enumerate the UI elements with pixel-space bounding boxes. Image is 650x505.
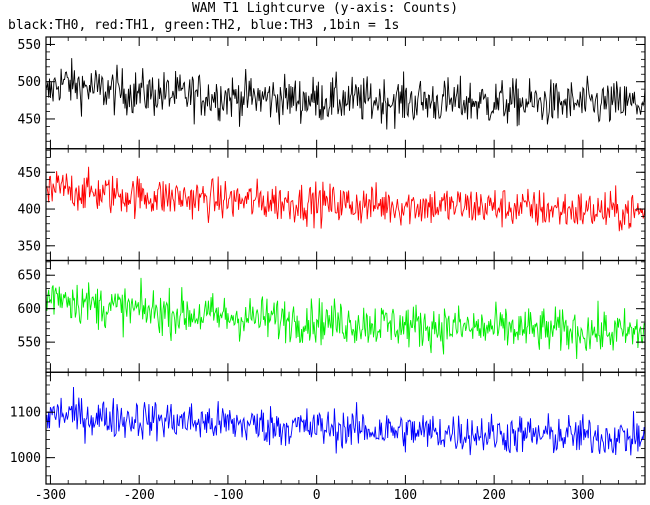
y-tick-label: 650 xyxy=(18,269,41,284)
x-tick-label: -100 xyxy=(212,488,243,503)
y-tick-label: 500 xyxy=(18,75,41,90)
x-tick-label: 200 xyxy=(482,488,505,503)
y-tick-label: 550 xyxy=(18,336,41,351)
series-line-th2 xyxy=(46,277,645,360)
y-tick-label: 450 xyxy=(18,166,41,181)
chart-title: WAM T1 Lightcurve (y-axis: Counts) xyxy=(191,1,459,16)
y-tick-label: 550 xyxy=(18,38,41,53)
series-line-th0 xyxy=(46,58,645,130)
x-tick-label: -200 xyxy=(124,488,155,503)
y-tick-label: 1000 xyxy=(10,451,41,466)
series-line-th1 xyxy=(46,166,645,232)
y-tick-label: 450 xyxy=(18,112,41,127)
y-tick-label: 350 xyxy=(18,239,41,254)
y-tick-label: 400 xyxy=(18,203,41,218)
chart-subtitle: black:TH0, red:TH1, green:TH2, blue:TH3 … xyxy=(8,18,400,33)
x-tick-label: 300 xyxy=(571,488,594,503)
x-tick-label: 0 xyxy=(313,488,321,503)
x-tick-label: -300 xyxy=(35,488,66,503)
series-line-th3 xyxy=(46,386,645,456)
x-tick-label: 100 xyxy=(394,488,417,503)
y-tick-label: 600 xyxy=(18,302,41,317)
panel-frame-th3 xyxy=(45,371,646,485)
y-tick-label: 1100 xyxy=(10,406,41,421)
